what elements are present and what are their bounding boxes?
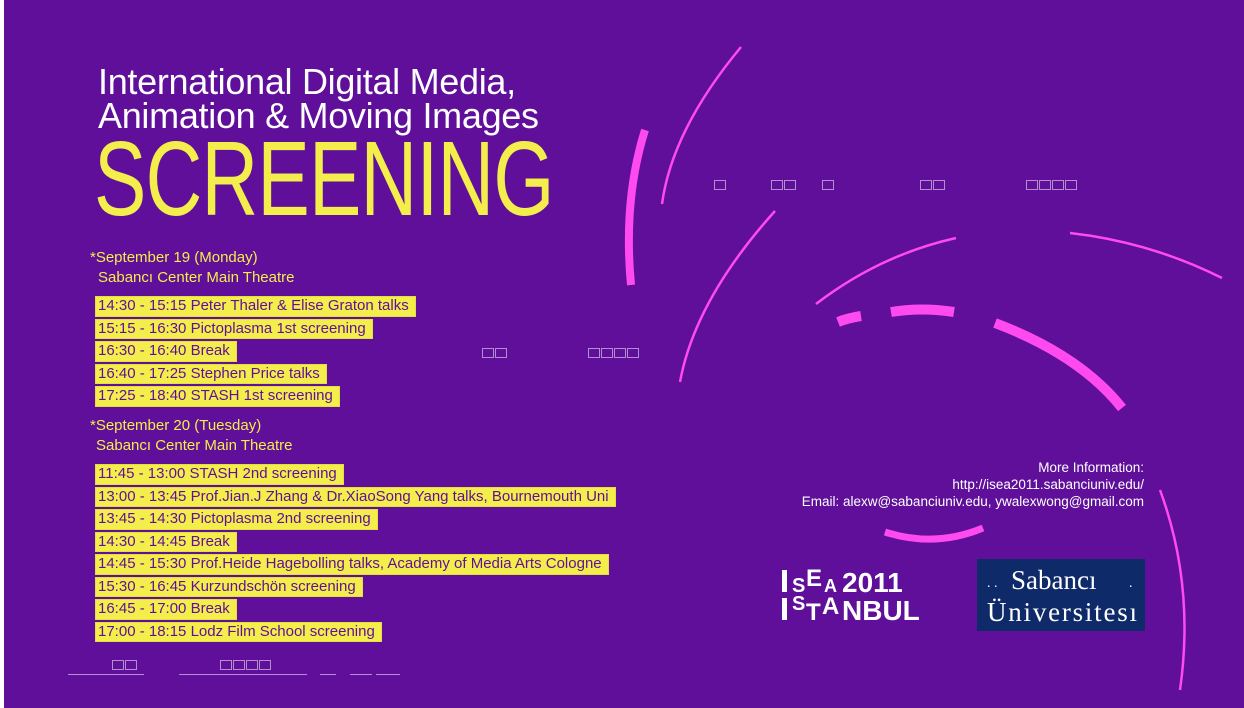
day-1-date: *September 19 (Monday) (90, 249, 258, 266)
day-1-schedule: 14:30 - 15:15 Peter Thaler & Elise Grato… (95, 296, 416, 407)
arc-2 (624, 128, 649, 286)
schedule-item: 14:45 - 15:30 Prof.Heide Hagebolling tal… (95, 554, 609, 575)
sabanci-university-logo: . . Sabancı . Üniversitesı (977, 559, 1145, 631)
schedule-item: 14:30 - 14:45 Break (95, 531, 237, 552)
headline: SCREENING (94, 120, 554, 238)
isea-2011-logo: S E A 2011 S T A NBUL (780, 565, 950, 629)
day-2: *September 20 (Tuesday) Sabancı Center M… (90, 416, 616, 642)
arc-8 (993, 318, 1126, 412)
svg-text:2011: 2011 (842, 567, 903, 598)
title-line-1: International Digital Media, (98, 61, 516, 102)
arc-5 (1069, 231, 1223, 280)
day-1: *September 19 (Monday) Sabancı Center Ma… (90, 248, 416, 407)
missing-glyph-box (920, 180, 945, 190)
arc-4 (815, 236, 957, 305)
schedule-item: 14:30 - 15:15 Peter Thaler & Elise Grato… (95, 296, 416, 317)
schedule-item: 11:45 - 13:00 STASH 2nd screening (95, 464, 344, 485)
svg-text:S: S (792, 575, 805, 597)
day-1-venue: Sabancı Center Main Theatre (98, 269, 295, 286)
schedule-item: 16:45 - 17:00 Break (95, 599, 237, 620)
day-2-venue: Sabancı Center Main Theatre (96, 437, 293, 454)
underline (320, 674, 336, 675)
arc-10 (1158, 489, 1186, 691)
day-2-schedule: 11:45 - 13:00 STASH 2nd screening 13:00 … (95, 464, 616, 642)
missing-glyph-box (482, 348, 507, 358)
arc-9 (883, 524, 985, 543)
schedule-item: 13:00 - 13:45 Prof.Jian.J Zhang & Dr.Xia… (95, 486, 616, 507)
schedule-item: 17:25 - 18:40 STASH 1st screening (95, 386, 340, 407)
missing-glyph-box (771, 180, 796, 190)
schedule-item: 15:15 - 16:30 Pictoplasma 1st screening (95, 318, 373, 339)
svg-text:NBUL: NBUL (842, 595, 920, 624)
underline (68, 674, 144, 675)
underline (376, 674, 400, 675)
missing-glyph-box (220, 660, 271, 670)
isea-logo-graphic: S E A 2011 S T A NBUL (782, 565, 920, 626)
schedule-item: 16:30 - 16:40 Break (95, 341, 237, 362)
decorative-arcs (624, 46, 1223, 691)
schedule-item: 13:45 - 14:30 Pictoplasma 2nd screening (95, 509, 378, 530)
arc-7 (890, 304, 955, 317)
underline (350, 674, 372, 675)
arc-1 (660, 46, 742, 205)
svg-text:A: A (822, 593, 839, 620)
svg-text:.: . (1129, 576, 1133, 591)
website-link[interactable]: http://isea2011.sabanciuniv.edu/ (952, 477, 1144, 492)
svg-text:Üniversitesı: Üniversitesı (987, 597, 1137, 627)
missing-glyph-box (822, 180, 834, 190)
day-2-date: *September 20 (Tuesday) (90, 417, 262, 434)
arc-3 (678, 210, 776, 383)
missing-glyph-box (714, 180, 726, 190)
sabanci-logo-graphic: . . Sabancı . Üniversitesı (987, 565, 1137, 627)
missing-glyph-box (112, 660, 137, 670)
svg-text:S: S (792, 593, 805, 615)
svg-text:Sabancı: Sabancı (1011, 565, 1096, 595)
missing-glyph-box (1026, 180, 1077, 190)
poster: International Digital Media, Animation &… (4, 0, 1244, 708)
more-info: More Information: http://isea2011.sabanc… (802, 459, 1144, 510)
more-info-heading: More Information: (1038, 460, 1144, 475)
svg-text:A: A (824, 576, 837, 596)
arc-6 (836, 311, 862, 327)
missing-glyph-box (588, 348, 639, 358)
schedule-item: 15:30 - 16:45 Kurzundschön screening (95, 576, 363, 597)
svg-text:E: E (806, 566, 822, 592)
title-line-2: Animation & Moving Images (98, 95, 539, 136)
svg-text:T: T (806, 599, 821, 624)
svg-text:. .: . . (987, 576, 998, 591)
schedule-item: 16:40 - 17:25 Stephen Price talks (95, 363, 327, 384)
email-contact[interactable]: Email: alexw@sabanciuniv.edu, ywalexwong… (801, 494, 1144, 509)
schedule-item: 17:00 - 18:15 Lodz Film School screening (95, 621, 382, 642)
underline (179, 674, 307, 675)
